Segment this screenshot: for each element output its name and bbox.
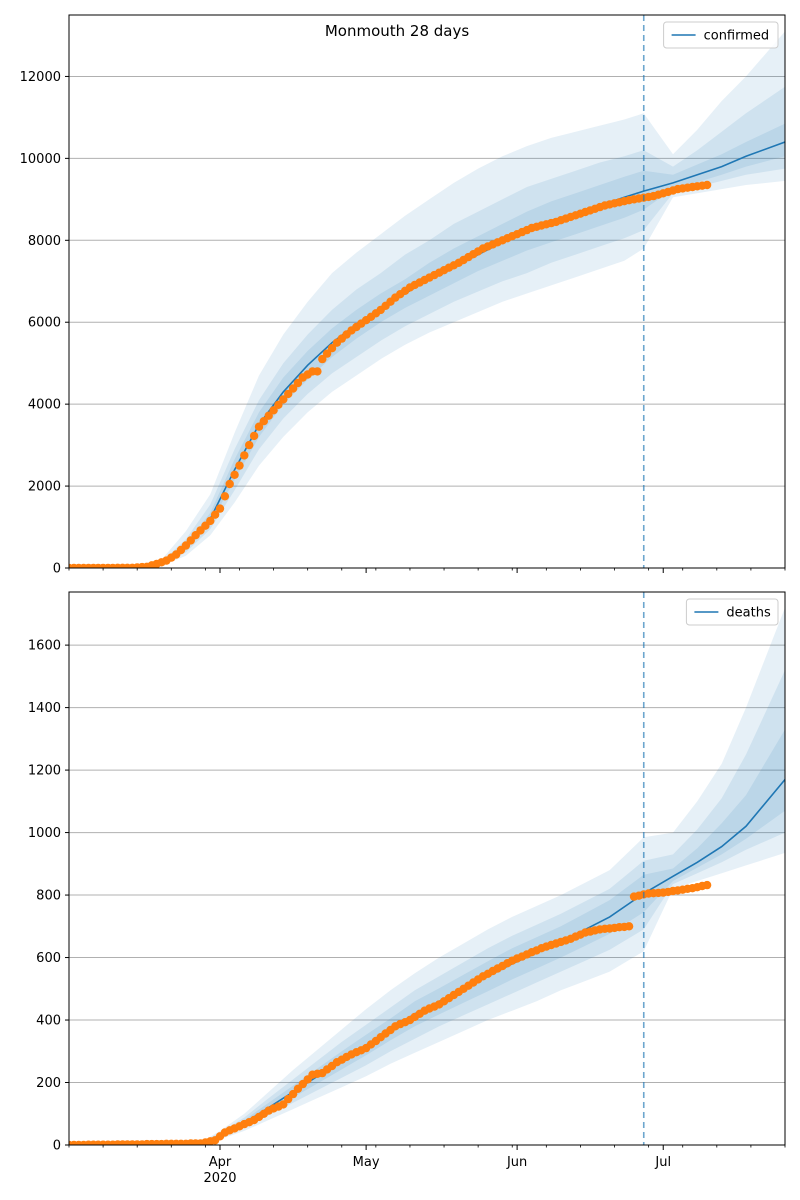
legend: deaths: [685, 598, 779, 626]
y-tick-label: 8000: [28, 234, 61, 249]
y-tick-label: 4000: [28, 398, 61, 413]
y-tick-label: 1000: [28, 826, 61, 841]
observed-point: [269, 406, 278, 415]
observed-point: [624, 922, 634, 931]
y-tick-label: 800: [36, 889, 61, 904]
legend-label: deaths: [726, 606, 771, 621]
x-tick-label: Apr: [209, 1155, 232, 1170]
y-tick-label: 0: [53, 562, 61, 577]
observed-point: [215, 504, 225, 513]
observed-point: [249, 431, 259, 441]
legend-box: [663, 21, 779, 49]
y-tick-label: 1600: [28, 639, 61, 654]
observed-point: [279, 395, 288, 404]
x-tick-label: Jun: [506, 1155, 527, 1170]
observed-point: [245, 440, 254, 450]
x-tick-label: Jul: [654, 1155, 671, 1170]
observed-point: [230, 470, 239, 479]
observed-point: [313, 367, 322, 376]
observed-point: [274, 400, 283, 409]
y-tick-label: 200: [36, 1076, 61, 1091]
figure-title: Monmouth 28 days: [325, 22, 470, 40]
observed-point: [225, 479, 234, 489]
observed-point: [702, 180, 712, 190]
y-tick-label: 6000: [28, 316, 61, 331]
y-tick-label: 12000: [20, 70, 61, 85]
uncertainty-band: [69, 607, 785, 1145]
y-tick-label: 600: [36, 951, 61, 966]
observed-point: [264, 411, 273, 420]
observed-point: [235, 461, 244, 470]
y-tick-label: 10000: [20, 152, 61, 167]
observed-point: [702, 880, 712, 890]
observed-point: [318, 354, 327, 364]
observed-point: [220, 492, 230, 501]
observed-point: [322, 349, 332, 358]
observed-point: [210, 510, 220, 519]
y-tick-label: 0: [53, 1139, 61, 1154]
y-tick-label: 1400: [28, 701, 61, 716]
uncertainty-band: [69, 123, 785, 568]
observed-point: [327, 344, 337, 353]
observed-point: [293, 378, 303, 388]
y-tick-label: 1200: [28, 764, 61, 779]
x-tick-sublabel: 2020: [203, 1171, 236, 1186]
legend-box: [685, 598, 779, 626]
uncertainty-band: [69, 670, 785, 1145]
observed-point: [259, 417, 268, 426]
confirmed-panel: 0 2000 4000 6000 8000 10000 12000 confirmed: [20, 14, 786, 577]
legend-label: confirmed: [704, 29, 770, 44]
y-tick-label: 2000: [28, 480, 61, 495]
observed-point: [206, 516, 215, 526]
y-tick-label: 400: [36, 1014, 61, 1029]
observed-point: [288, 384, 298, 393]
uncertainty-band: [69, 31, 785, 568]
observed-point: [240, 451, 249, 460]
observed-point: [254, 422, 264, 431]
x-tick-label: May: [353, 1155, 380, 1170]
axes-frame: [68, 14, 786, 569]
observed-point: [284, 389, 293, 399]
legend: confirmed: [663, 21, 779, 49]
observed-point: [279, 1100, 288, 1109]
axes-frame: [68, 591, 786, 1146]
